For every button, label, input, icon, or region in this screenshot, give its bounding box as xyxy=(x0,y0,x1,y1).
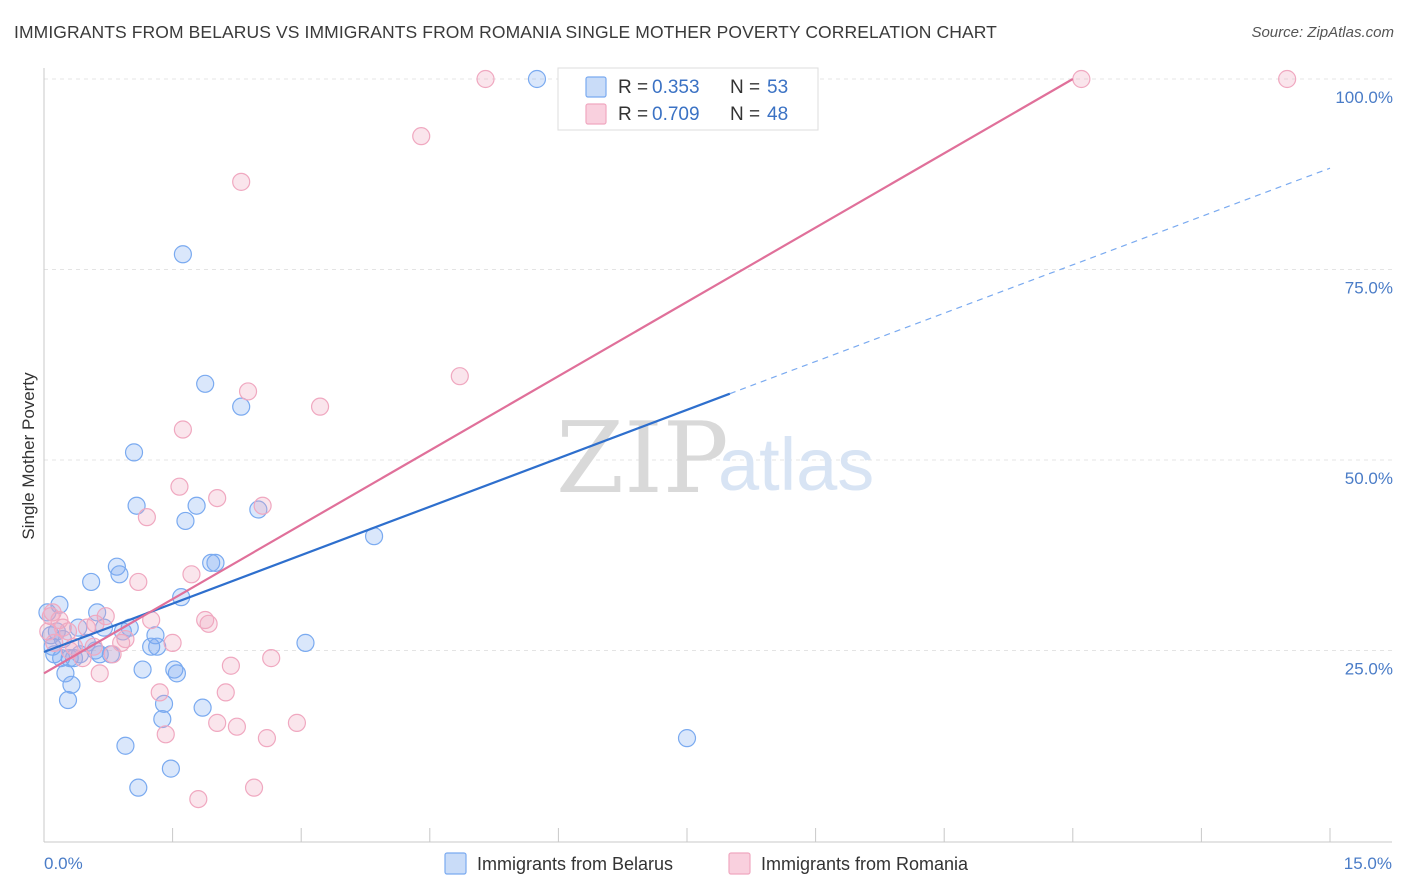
bottom-legend-label-romania: Immigrants from Romania xyxy=(761,854,969,874)
point-belarus xyxy=(173,245,192,264)
source-label: Source: ZipAtlas.com xyxy=(1251,24,1394,41)
legend-r-label-belarus: R = xyxy=(618,77,648,98)
bottom-legend-label-belarus: Immigrants from Belarus xyxy=(477,854,673,874)
series-legend: Immigrants from Belarus Immigrants from … xyxy=(444,852,969,875)
point-romania xyxy=(257,729,277,748)
point-belarus xyxy=(161,759,180,778)
bottom-legend-swatch-belarus xyxy=(444,852,467,875)
watermark-atlas: atlas xyxy=(718,423,874,506)
point-belarus xyxy=(127,496,146,515)
trend-lines xyxy=(43,78,1331,675)
point-belarus xyxy=(232,397,251,416)
point-belarus xyxy=(110,565,129,584)
point-romania xyxy=(150,683,169,702)
point-romania xyxy=(412,127,431,146)
legend-swatch-belarus xyxy=(585,76,607,98)
y-tick-label: 50.0% xyxy=(1345,469,1393,488)
chart-title: IMMIGRANTS FROM BELARUS VS IMMIGRANTS FR… xyxy=(14,22,997,42)
point-belarus xyxy=(124,443,144,462)
y-tick-label: 100.0% xyxy=(1335,88,1393,107)
legend-n-value-belarus: 53 xyxy=(767,77,788,98)
point-romania xyxy=(96,607,115,626)
point-romania xyxy=(189,789,208,809)
point-romania xyxy=(244,778,264,797)
point-romania xyxy=(163,633,182,652)
point-belarus xyxy=(133,660,152,679)
x-tick-label-max: 15.0% xyxy=(1344,854,1392,873)
point-romania xyxy=(170,477,189,496)
point-romania xyxy=(208,489,227,508)
x-axis xyxy=(43,68,1392,843)
y-tick-label: 25.0% xyxy=(1345,660,1393,679)
point-belarus xyxy=(206,553,225,572)
legend-r-label-romania: R = xyxy=(618,104,648,125)
point-belarus xyxy=(202,553,221,572)
series-romania-points xyxy=(39,69,1297,809)
point-romania xyxy=(116,629,135,649)
point-romania xyxy=(58,622,78,641)
point-belarus xyxy=(187,496,206,515)
point-romania xyxy=(1072,69,1091,89)
point-romania xyxy=(182,565,201,584)
point-romania xyxy=(137,508,156,527)
point-romania xyxy=(238,382,258,401)
point-romania xyxy=(287,713,307,732)
gridlines xyxy=(44,78,1392,842)
point-romania xyxy=(221,656,240,675)
legend-n-label-romania: N = xyxy=(730,104,760,125)
legend-swatch-romania xyxy=(585,103,607,125)
point-romania xyxy=(310,397,330,416)
point-romania xyxy=(232,172,251,191)
legend-r-value-romania: 0.709 xyxy=(652,104,700,125)
watermark-zip: ZIP xyxy=(556,402,729,516)
trend-line-belarus-extension xyxy=(729,167,1331,395)
point-romania xyxy=(476,69,495,89)
point-romania xyxy=(227,717,246,736)
point-belarus xyxy=(82,572,101,592)
watermark: ZIP atlas xyxy=(556,402,874,516)
point-romania xyxy=(90,664,109,683)
point-belarus xyxy=(153,709,172,729)
point-belarus xyxy=(142,637,161,656)
legend-r-value-belarus: 0.353 xyxy=(652,77,700,98)
y-axis-label: Single Mother Poverty xyxy=(19,372,38,540)
legend-n-label-belarus: N = xyxy=(730,77,760,98)
point-belarus xyxy=(62,675,81,694)
point-belarus xyxy=(193,698,212,717)
point-belarus xyxy=(176,511,195,531)
point-romania xyxy=(41,607,60,626)
point-belarus xyxy=(116,736,135,755)
point-belarus xyxy=(296,633,315,652)
point-belarus xyxy=(58,690,78,710)
point-romania xyxy=(1278,69,1297,89)
y-tick-label: 75.0% xyxy=(1345,279,1393,298)
point-romania xyxy=(208,713,227,732)
point-belarus xyxy=(196,374,215,393)
point-belarus xyxy=(88,603,107,622)
point-belarus xyxy=(148,637,167,656)
point-romania xyxy=(450,367,469,386)
trend-line-romania xyxy=(43,78,1074,675)
x-tick-label-min: 0.0% xyxy=(44,854,83,873)
series-belarus-points xyxy=(38,69,697,797)
point-romania xyxy=(199,614,218,633)
point-romania xyxy=(262,649,281,668)
point-belarus xyxy=(677,729,697,748)
point-romania xyxy=(253,496,272,515)
bottom-legend-swatch-romania xyxy=(728,852,751,875)
y-tick-labels: 25.0% 50.0% 75.0% 100.0% xyxy=(1335,88,1393,679)
point-belarus xyxy=(167,664,186,683)
point-romania xyxy=(216,683,235,702)
stats-legend: R = 0.353 N = 53 R = 0.709 N = 48 xyxy=(557,67,819,131)
trend-line-belarus xyxy=(43,392,731,654)
point-romania xyxy=(39,622,58,641)
point-belarus xyxy=(129,778,148,797)
point-romania xyxy=(173,420,192,439)
point-romania xyxy=(129,572,148,592)
legend-n-value-romania: 48 xyxy=(767,104,788,125)
point-romania xyxy=(156,725,175,744)
point-belarus xyxy=(527,69,547,89)
point-belarus xyxy=(154,694,174,713)
